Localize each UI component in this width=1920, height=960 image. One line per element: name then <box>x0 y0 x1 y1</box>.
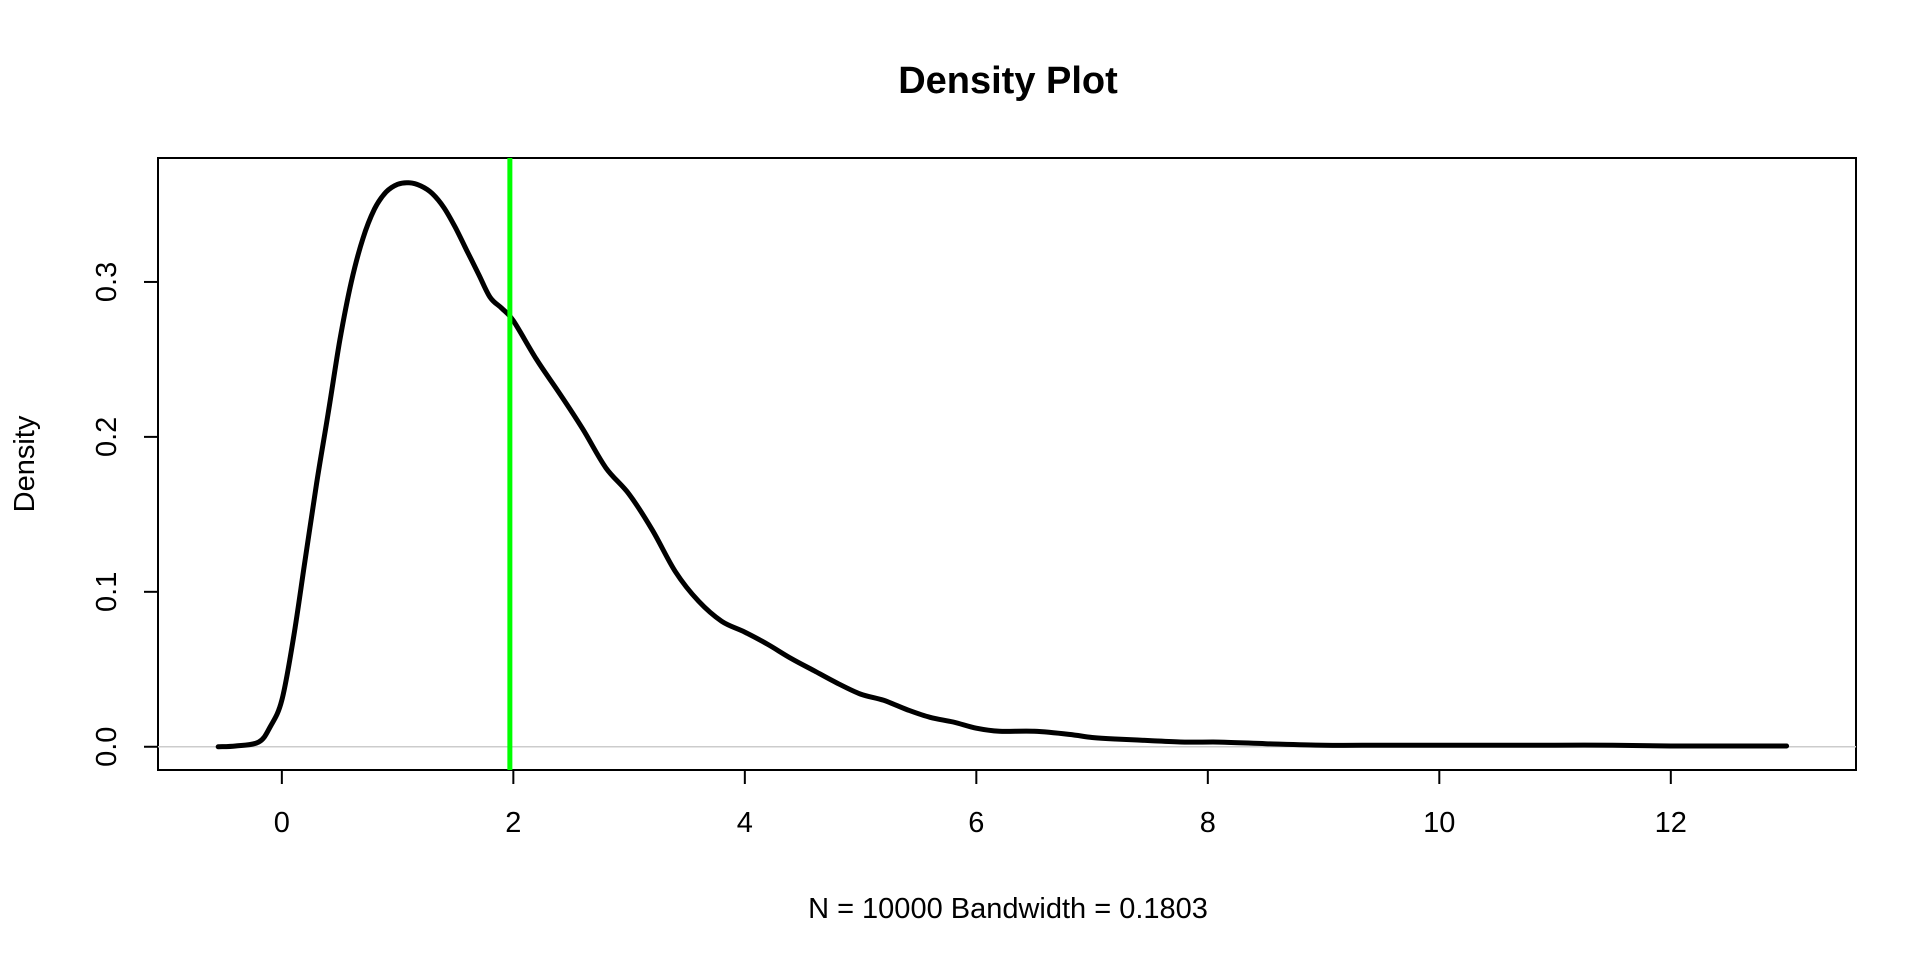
x-tick-label: 6 <box>968 807 984 839</box>
plot-frame <box>157 157 1857 771</box>
x-tick-label: 0 <box>274 807 290 839</box>
y-axis: 0.0 0.1 0.2 0.3 <box>91 262 158 767</box>
chart-title: Density Plot <box>898 60 1118 102</box>
density-curve <box>215 180 1790 750</box>
x-tick-label: 8 <box>1200 807 1216 839</box>
x-tick-label: 2 <box>505 807 521 839</box>
y-tick-label: 0.0 <box>91 727 123 767</box>
x-tick-label: 10 <box>1423 807 1455 839</box>
x-axis: 0 2 4 6 8 10 12 <box>274 770 1687 839</box>
x-axis-label: N = 10000 Bandwidth = 0.1803 <box>808 893 1208 925</box>
y-axis-label: Density <box>9 415 41 512</box>
y-tick-label: 0.3 <box>91 262 123 302</box>
x-tick-label: 4 <box>737 807 753 839</box>
y-tick-label: 0.1 <box>91 572 123 612</box>
y-tick-label: 0.2 <box>91 417 123 457</box>
x-tick-label: 12 <box>1655 807 1687 839</box>
